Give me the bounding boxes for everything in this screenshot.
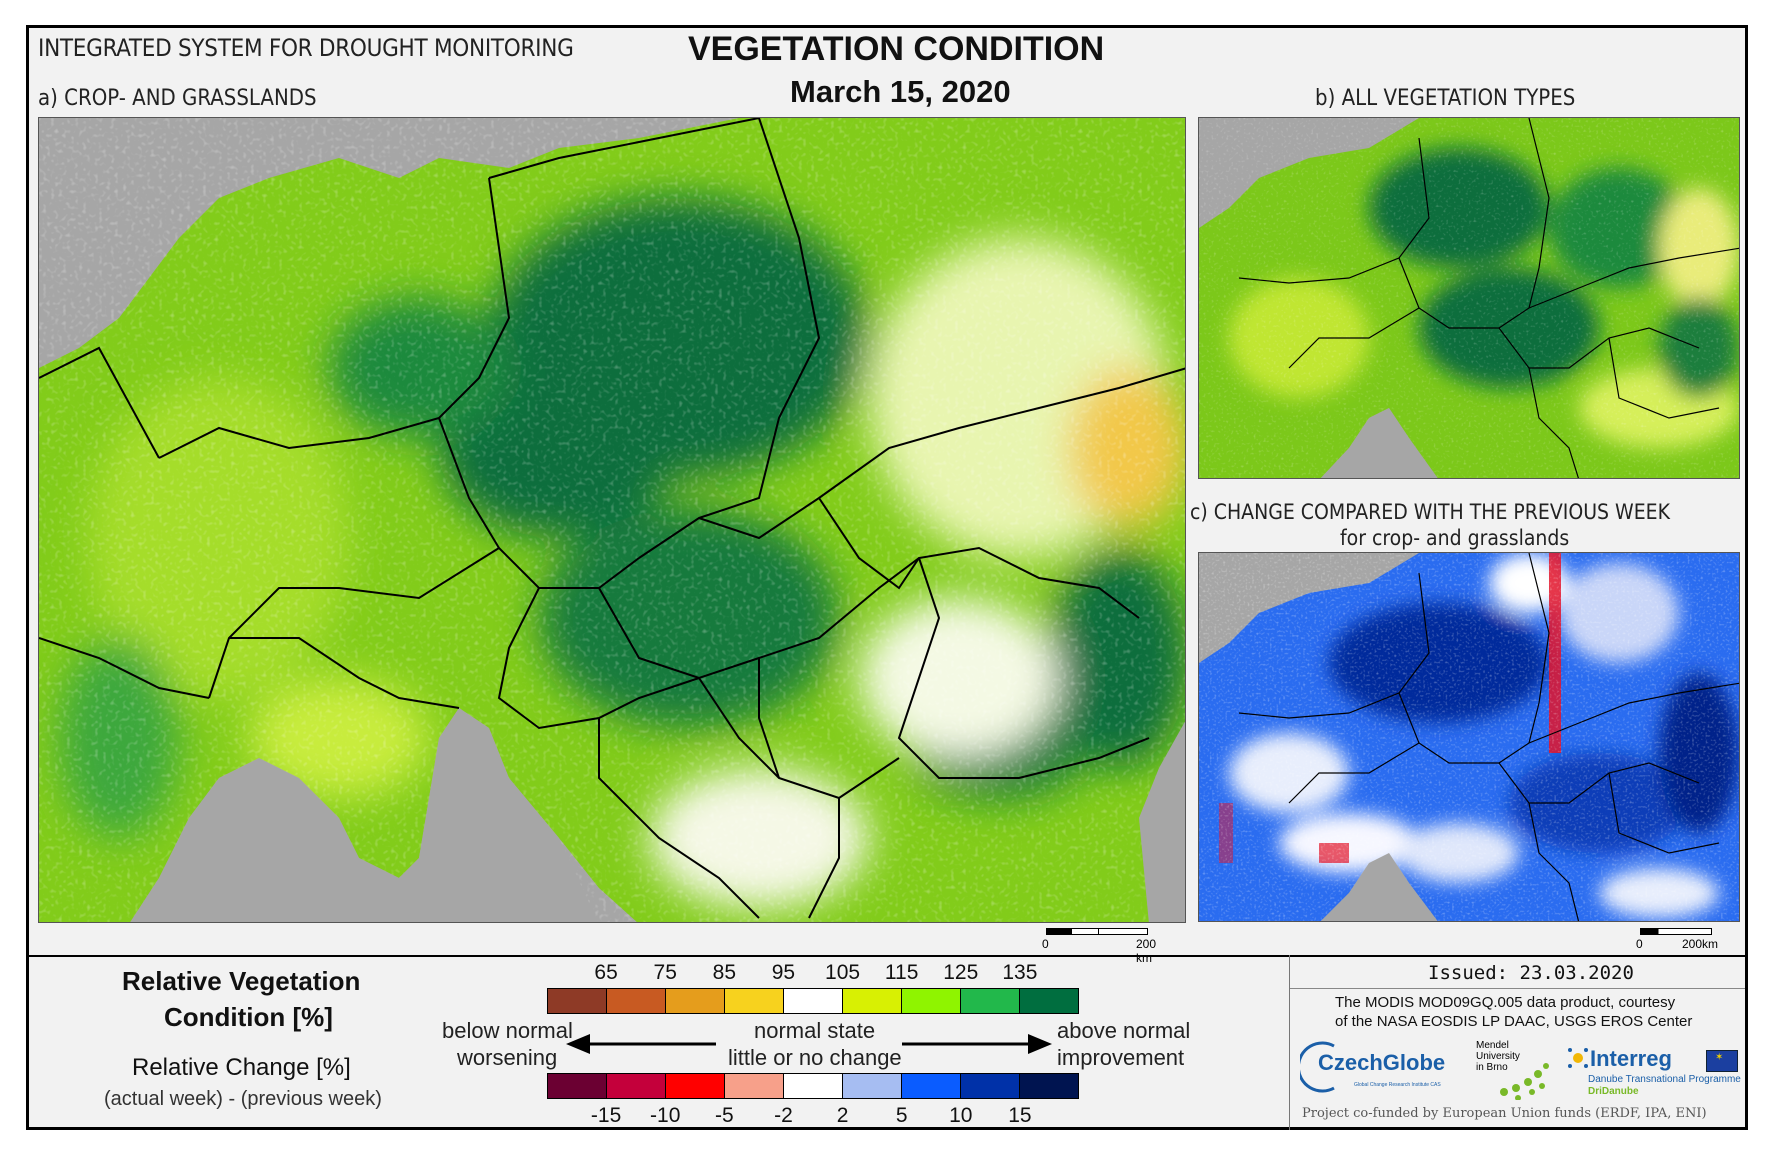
improvement-label: improvement: [1057, 1045, 1185, 1070]
rvc-tick: 105: [825, 961, 861, 984]
scalebar-main: 0 200 km: [1042, 928, 1166, 965]
issued-date: Issued: 23.03.2020: [1428, 962, 1634, 984]
scalebar-small: 0 200km: [1636, 928, 1740, 954]
credit-line-1: The MODIS MOD09GQ.005 data product, cour…: [1335, 994, 1676, 1011]
czechglobe-subtitle: Global Change Research Institute CAS: [1354, 1082, 1441, 1088]
panel-c-label: c) CHANGE COMPARED WITH THE PREVIOUS WEE…: [1190, 500, 1670, 524]
scalebar-small-end: 200km: [1682, 937, 1719, 951]
rc-legend-title: Relative Change [%]: [132, 1054, 351, 1081]
rc-tick: -5: [714, 1104, 734, 1127]
rc-swatch: [725, 1074, 784, 1098]
rvc-tick: 65: [594, 961, 618, 984]
no-change-label: little or no change: [728, 1045, 902, 1070]
scalebar-small-start: 0: [1636, 937, 1643, 951]
panel-c-sublabel: for crop- and grasslands: [1340, 526, 1570, 550]
rc-legend-subtitle: (actual week) - (previous week): [104, 1088, 382, 1110]
rc-tick: 10: [949, 1104, 973, 1127]
arrow-left-icon: [566, 1034, 716, 1054]
normal-state-label: normal state: [754, 1018, 876, 1043]
rvc-tick: 85: [712, 961, 737, 984]
rvc-colorbar: [547, 988, 1079, 1014]
rvc-legend-title-1: Relative Vegetation: [122, 966, 361, 996]
rc-swatch: [784, 1074, 843, 1098]
rvc-swatch: [725, 989, 784, 1013]
rvc-swatch: [666, 989, 725, 1013]
rvc-swatch: [784, 989, 843, 1013]
rc-swatch: [666, 1074, 725, 1098]
funding-note: Project co-funded by European Union fund…: [1302, 1106, 1707, 1121]
mendel-dots-icon: [1500, 1063, 1549, 1100]
interreg-star-icon: [1568, 1048, 1588, 1068]
above-normal-label: above normal: [1057, 1018, 1191, 1043]
rc-swatch: [607, 1074, 666, 1098]
footer-divider: [1290, 988, 1745, 989]
mendel-line-1: Mendel: [1476, 1040, 1509, 1051]
below-normal-label: below normal: [442, 1018, 573, 1043]
map-crop-grasslands: [38, 117, 1186, 923]
rc-tick: 5: [895, 1104, 908, 1127]
map-all-vegetation: [1198, 117, 1740, 479]
eu-flag-icon: ✶: [1706, 1050, 1738, 1072]
rc-swatch: [548, 1074, 607, 1098]
credit-line-2: of the NASA EOSDIS LP DAAC, USGS EROS Ce…: [1335, 1013, 1693, 1030]
main-title: VEGETATION CONDITION: [688, 30, 1105, 68]
rvc-swatch: [843, 989, 902, 1013]
rc-swatch: [843, 1074, 902, 1098]
interreg-logo: Interreg ✶ Danube Transnational Programm…: [1564, 1042, 1741, 1106]
interreg-wordmark: Interreg: [1590, 1046, 1672, 1071]
mendel-line-2: University: [1476, 1051, 1520, 1062]
rc-swatch: [1020, 1074, 1078, 1098]
rvc-tick: 135: [1002, 961, 1038, 984]
rc-tick: -15: [590, 1104, 622, 1127]
worsening-label: worsening: [457, 1045, 558, 1070]
rvc-tick: 115: [884, 961, 919, 984]
legend-separator: [26, 955, 1748, 957]
footer-separator: [1289, 955, 1290, 1130]
interreg-project: DriDanube: [1588, 1086, 1639, 1097]
czechglobe-wordmark: CzechGlobe: [1318, 1050, 1446, 1075]
scalebar-main-end: 200 km: [1136, 937, 1157, 965]
arrow-right-icon: [902, 1034, 1052, 1054]
rvc-swatch: [961, 989, 1020, 1013]
interreg-programme: Danube Transnational Programme: [1588, 1074, 1741, 1085]
rc-swatch: [902, 1074, 961, 1098]
rvc-swatch: [1020, 989, 1078, 1013]
rc-colorbar: [547, 1073, 1079, 1099]
scalebar-main-start: 0: [1042, 937, 1049, 951]
system-title: INTEGRATED SYSTEM FOR DROUGHT MONITORING: [38, 34, 574, 62]
mendel-line-3: in Brno: [1476, 1062, 1508, 1073]
rc-tick: 15: [1008, 1104, 1032, 1127]
rvc-swatch: [548, 989, 607, 1013]
rvc-swatch: [607, 989, 666, 1013]
rvc-tick: 95: [771, 961, 796, 984]
map-weekly-change: [1198, 552, 1740, 922]
rc-tick: -10: [650, 1104, 681, 1127]
map-date: March 15, 2020: [790, 74, 1011, 109]
rc-tick: 2: [836, 1104, 849, 1127]
panel-b-label: b) ALL VEGETATION TYPES: [1315, 86, 1576, 111]
panel-a-label: a) CROP- AND GRASSLANDS: [38, 86, 317, 111]
rvc-legend-title-2: Condition [%]: [164, 1002, 333, 1032]
rvc-tick: 75: [653, 961, 677, 984]
rc-swatch: [961, 1074, 1020, 1098]
rvc-swatch: [902, 989, 961, 1013]
czechglobe-logo: CzechGlobe Global Change Research Instit…: [1300, 1038, 1460, 1096]
mendel-university-logo: Mendel University in Brno: [1476, 1040, 1566, 1104]
rc-tick: -2: [774, 1104, 793, 1127]
rvc-tick: 125: [943, 961, 979, 984]
